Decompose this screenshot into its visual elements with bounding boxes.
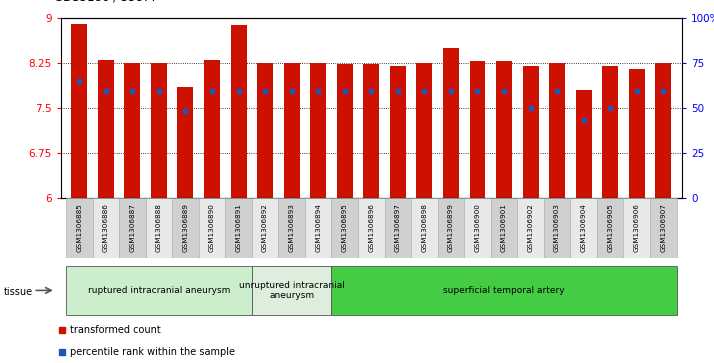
Bar [544, 198, 570, 258]
Bar [66, 198, 93, 258]
Bar [390, 66, 406, 198]
Bar [226, 198, 252, 258]
Text: ruptured intracranial aneurysm: ruptured intracranial aneurysm [88, 286, 230, 295]
Bar [283, 63, 300, 198]
Bar [358, 198, 385, 258]
Bar [523, 66, 538, 198]
Bar [252, 198, 278, 258]
Text: unruptured intracranial
aneurysm: unruptured intracranial aneurysm [238, 281, 345, 300]
Bar [337, 64, 353, 198]
Bar [231, 25, 246, 198]
Text: GSM1306898: GSM1306898 [421, 203, 428, 252]
Bar [198, 198, 226, 258]
Text: GSM1306903: GSM1306903 [554, 203, 560, 252]
Text: GSM1306902: GSM1306902 [528, 203, 533, 252]
Text: transformed count: transformed count [70, 325, 161, 335]
Bar [650, 198, 677, 258]
Bar [602, 66, 618, 198]
Bar [385, 198, 411, 258]
Bar [549, 63, 565, 198]
Text: percentile rank within the sample: percentile rank within the sample [70, 347, 235, 357]
Bar [124, 63, 141, 198]
Bar [93, 198, 119, 258]
Bar [98, 60, 114, 198]
Bar [310, 63, 326, 198]
Bar [71, 24, 87, 198]
Bar [597, 198, 623, 258]
Bar [517, 198, 544, 258]
Bar [470, 61, 486, 198]
Text: GSM1306886: GSM1306886 [103, 203, 109, 252]
Text: GSM1306896: GSM1306896 [368, 203, 374, 252]
Text: GSM1306885: GSM1306885 [76, 203, 82, 252]
Bar [443, 48, 459, 198]
Bar [416, 63, 433, 198]
Bar [66, 266, 252, 315]
Bar [464, 198, 491, 258]
Bar [438, 198, 464, 258]
Bar [172, 198, 198, 258]
Text: GSM1306906: GSM1306906 [634, 203, 640, 252]
Text: GDS5186 / 35877: GDS5186 / 35877 [54, 0, 158, 4]
Bar [278, 198, 305, 258]
Text: GSM1306895: GSM1306895 [342, 203, 348, 252]
Text: GSM1306890: GSM1306890 [209, 203, 215, 252]
Bar [331, 266, 677, 315]
Text: GSM1306893: GSM1306893 [288, 203, 295, 252]
Bar [623, 198, 650, 258]
Text: GSM1306891: GSM1306891 [236, 203, 241, 252]
Bar [491, 198, 517, 258]
Text: GSM1306889: GSM1306889 [183, 203, 188, 252]
Text: GSM1306905: GSM1306905 [607, 203, 613, 252]
Text: GSM1306892: GSM1306892 [262, 203, 268, 252]
Bar [204, 60, 220, 198]
Bar [305, 198, 331, 258]
Bar [151, 63, 167, 198]
Text: GSM1306904: GSM1306904 [580, 203, 587, 252]
Text: GSM1306901: GSM1306901 [501, 203, 507, 252]
Bar [146, 198, 172, 258]
Text: GSM1306899: GSM1306899 [448, 203, 454, 252]
Bar [252, 266, 331, 315]
Bar [178, 87, 193, 198]
Bar [629, 69, 645, 198]
Bar [411, 198, 438, 258]
Bar [570, 198, 597, 258]
Text: GSM1306887: GSM1306887 [129, 203, 136, 252]
Text: GSM1306894: GSM1306894 [315, 203, 321, 252]
Bar [655, 63, 671, 198]
Bar [575, 90, 592, 198]
Text: superficial temporal artery: superficial temporal artery [443, 286, 565, 295]
Bar [363, 64, 379, 198]
Bar [119, 198, 146, 258]
Text: GSM1306907: GSM1306907 [660, 203, 666, 252]
Text: tissue: tissue [4, 287, 33, 297]
Bar [496, 61, 512, 198]
Text: GSM1306888: GSM1306888 [156, 203, 162, 252]
Text: GSM1306897: GSM1306897 [395, 203, 401, 252]
Text: GSM1306900: GSM1306900 [475, 203, 481, 252]
Bar [331, 198, 358, 258]
Bar [257, 63, 273, 198]
